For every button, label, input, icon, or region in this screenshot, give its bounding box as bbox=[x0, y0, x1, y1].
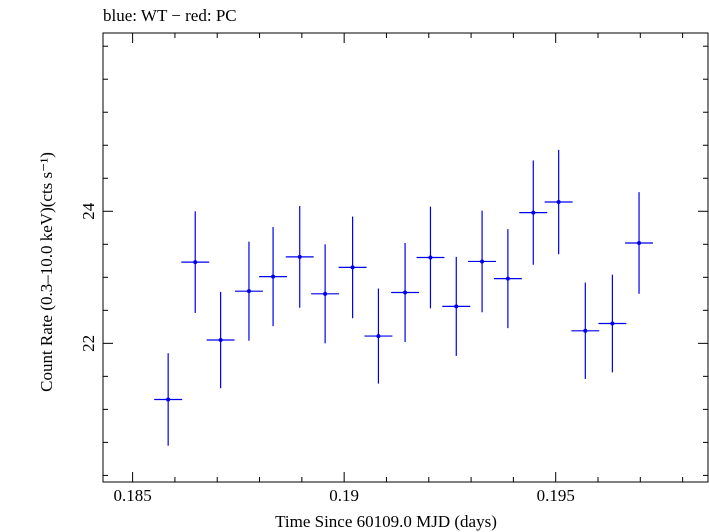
data-point bbox=[625, 192, 653, 294]
point-marker bbox=[193, 260, 198, 265]
point-marker bbox=[583, 328, 588, 333]
data-point bbox=[259, 227, 288, 327]
point-marker bbox=[376, 334, 381, 339]
point-marker bbox=[403, 290, 408, 295]
point-marker bbox=[166, 397, 171, 402]
data-point bbox=[493, 229, 522, 329]
point-marker bbox=[428, 255, 433, 260]
data-point bbox=[285, 205, 314, 308]
data-point bbox=[544, 149, 573, 255]
x-axis: 0.185 0.19 0.195 bbox=[113, 33, 684, 505]
point-marker bbox=[531, 210, 536, 215]
data-point bbox=[598, 274, 627, 373]
point-marker bbox=[297, 254, 302, 259]
data-point bbox=[338, 216, 367, 319]
point-marker bbox=[271, 274, 276, 279]
chart-title: blue: WT − red: PC bbox=[103, 6, 237, 25]
y-tick-label: 22 bbox=[79, 335, 98, 352]
x-axis-label: Time Since 60109.0 MJD (days) bbox=[275, 512, 497, 531]
x-tick-label: 0.19 bbox=[329, 486, 359, 505]
y-axis: 22 24 bbox=[79, 45, 708, 476]
data-point bbox=[181, 211, 210, 313]
point-marker bbox=[246, 289, 251, 294]
data-point bbox=[571, 282, 600, 379]
y-tick-label: 24 bbox=[79, 202, 98, 220]
point-marker bbox=[480, 259, 485, 264]
data-point bbox=[391, 242, 420, 343]
data-series bbox=[154, 149, 653, 446]
data-point bbox=[519, 160, 548, 265]
point-marker bbox=[323, 291, 328, 296]
point-marker bbox=[556, 200, 561, 205]
plot-frame bbox=[102, 32, 709, 483]
data-point bbox=[416, 206, 445, 309]
point-marker bbox=[218, 338, 223, 343]
point-marker bbox=[610, 321, 615, 326]
x-tick-label: 0.195 bbox=[537, 486, 575, 505]
y-axis-label: Count Rate (0.3–10.0 keV)(cts s⁻¹) bbox=[37, 152, 56, 392]
point-marker bbox=[505, 276, 510, 281]
point-marker bbox=[637, 240, 642, 245]
data-point bbox=[468, 210, 497, 313]
data-point bbox=[154, 353, 183, 446]
x-tick-label: 0.185 bbox=[113, 486, 151, 505]
data-point bbox=[442, 256, 471, 356]
data-point bbox=[364, 288, 393, 384]
data-point bbox=[235, 241, 263, 341]
data-point bbox=[206, 291, 235, 389]
point-marker bbox=[454, 304, 459, 309]
point-marker bbox=[350, 265, 355, 270]
data-point bbox=[311, 244, 340, 344]
